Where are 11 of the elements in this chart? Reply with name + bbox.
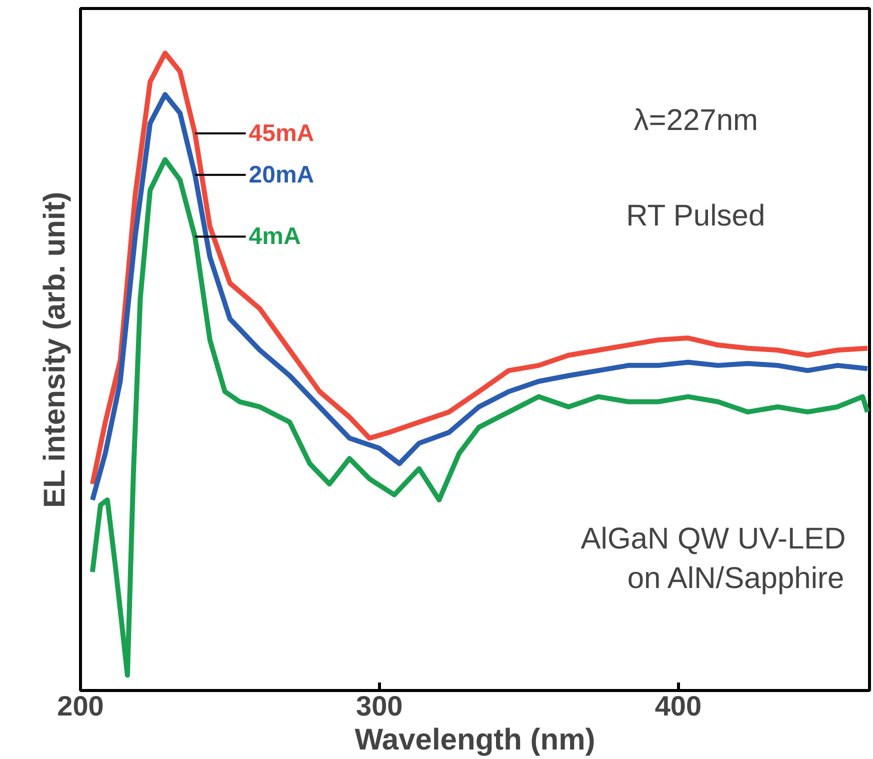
text: 4mA (248, 223, 301, 250)
annotation: RT Pulsed (626, 199, 766, 232)
x-tick-label: 300 (356, 690, 403, 722)
x-axis-title: Wavelength (nm) (354, 724, 596, 756)
y-axis-title: EL intensity (arb. unit) (38, 192, 72, 508)
text: 20mA (248, 161, 314, 188)
text: 45mA (248, 120, 314, 147)
x-tick-label: 400 (654, 690, 702, 722)
annotation: λ=227nm (634, 104, 758, 137)
annotation: AlGaN QW UV-LED on AlN/Sapphire (580, 522, 846, 596)
x-tick-label: 200 (57, 690, 104, 722)
